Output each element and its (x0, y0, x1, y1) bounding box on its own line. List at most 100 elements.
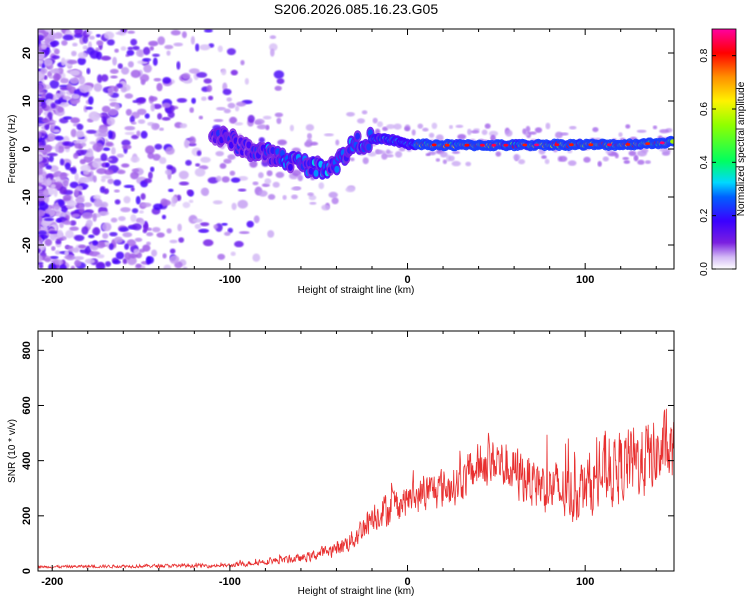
spectrogram-noise-blob (114, 103, 121, 111)
spectrogram-noise-blob (151, 249, 158, 257)
spectrogram-halo-blob (618, 132, 623, 138)
spectrogram-noise-blob (146, 232, 154, 237)
spectrogram-halo-blob (307, 192, 314, 197)
colorbar-tick-label: 0.0 (699, 262, 710, 276)
spectrogram-noise-blob (57, 106, 64, 113)
spectrogram-ytick-label: 10 (21, 95, 33, 107)
spectrogram-noise-blob (96, 241, 106, 249)
spectrogram-noise-blob (100, 153, 108, 162)
spectrogram-noise-blob (93, 83, 103, 92)
spectrogram-noise-blob (100, 55, 112, 61)
spectrogram-noise-blob (139, 219, 145, 226)
spectrogram-noise-blob (70, 117, 80, 124)
spectrogram-peak (659, 141, 665, 145)
spectrogram-ytick-label: -10 (21, 189, 33, 205)
spectrogram-noise-blob (73, 256, 85, 261)
spectrogram-halo-blob (291, 187, 300, 191)
spectrogram-noise-blob (178, 181, 190, 186)
spectrogram-noise-blob (130, 69, 141, 78)
spectrogram-halo-blob (307, 133, 312, 140)
spectrogram-noise-blob (77, 57, 86, 66)
spectrogram-noise-blob (54, 48, 60, 55)
spectrogram-noise-blob (105, 162, 110, 168)
spectrogram-noise-blob (100, 201, 109, 208)
spectrogram-noise-blob (99, 186, 106, 193)
snr-ylabel: SNR (10 * v/v) (7, 419, 18, 483)
chart-title: S206.2026.085.16.23.G05 (274, 1, 438, 17)
colorbar-tick-label: 0.4 (699, 155, 710, 169)
spectrogram-noise-blob (77, 52, 88, 59)
spectrogram-noise-blob (130, 214, 137, 223)
spectrogram-noise-blob (117, 63, 123, 69)
spectrogram-noise-blob (173, 42, 183, 47)
spectrogram-halo-blob (605, 149, 612, 154)
spectrogram-ytick-label: 20 (21, 47, 33, 59)
spectrogram-noise-blob (60, 78, 69, 84)
spectrogram-halo-blob (425, 153, 431, 157)
spectrogram-noise-blob (38, 202, 49, 211)
spectrogram-noise-blob (200, 187, 209, 196)
spectrogram-noise-blob (96, 254, 105, 259)
spectrogram-noise-blob (169, 239, 178, 244)
spectrogram-noise-blob (127, 46, 134, 51)
spectrogram-noise-blob (252, 181, 259, 186)
spectrogram-noise-blob (113, 189, 120, 193)
spectrogram-noise-blob (38, 230, 47, 236)
spectrogram-noise-blob (45, 92, 54, 101)
spectrogram-noise-blob (184, 139, 190, 149)
spectrogram-noise-blob (237, 176, 249, 181)
spectrogram-noise-blob (127, 61, 134, 68)
spectrogram-halo-blob (455, 124, 464, 128)
spectrogram-noise-blob (78, 177, 88, 184)
spectrogram-noise-blob (181, 31, 187, 39)
spectrogram-halo-blob (544, 158, 550, 165)
spectrogram-noise-blob (157, 113, 163, 120)
spectrogram-noise-blob (88, 96, 94, 105)
spectrogram-noise-blob (101, 175, 112, 179)
spectrogram-noise-blob (213, 224, 219, 230)
spectrogram-halo-blob (636, 129, 647, 133)
spectrogram-noise-blob (41, 119, 50, 123)
spectrogram-noise-blob (103, 31, 115, 40)
spectrogram-noise-blob (109, 98, 117, 102)
spectrogram-noise-blob (132, 223, 142, 231)
spectrogram-halo-blob (448, 155, 455, 162)
spectrogram-noise-blob (140, 193, 146, 200)
spectrogram-peak (554, 143, 560, 147)
spectrogram-halo-blob (256, 124, 267, 130)
spectrogram-noise-blob (40, 44, 47, 50)
spectrogram-noise-blob (88, 35, 95, 40)
spectrogram-noise-blob (152, 153, 161, 161)
spectrogram-noise-blob (63, 116, 73, 120)
spectrogram-noise-blob (231, 202, 237, 211)
spectrogram-noise-blob (107, 178, 114, 185)
spectrogram-noise-blob (62, 179, 69, 187)
spectrogram-noise-blob (115, 251, 125, 260)
spectrogram-halo-blob (622, 156, 629, 161)
spectrogram-noise-blob (124, 252, 131, 260)
spectrogram-noise-blob (102, 232, 109, 239)
spectrogram-noise-blob (188, 68, 200, 74)
spectrogram-noise-blob (40, 101, 47, 109)
spectrogram-halo-blob (467, 128, 472, 136)
spectrogram-halo-blob (305, 124, 315, 131)
spectrogram-noise-blob (78, 203, 85, 210)
spectrogram-noise-blob (126, 49, 135, 56)
spectrogram-noise-blob (114, 236, 123, 244)
spectrogram-noise-blob (38, 264, 44, 269)
spectrogram-noise-blob (192, 218, 203, 223)
spectrogram-noise-blob (146, 241, 151, 246)
spectrogram-noise-blob (118, 226, 130, 232)
spectrogram-noise-blob (168, 188, 174, 193)
spectrogram-noise-blob (115, 31, 124, 35)
spectrogram-halo-blob (382, 126, 389, 131)
spectrogram-noise-blob (267, 230, 275, 238)
spectrogram-noise-blob (112, 56, 117, 66)
spectrogram-noise-blob (121, 144, 132, 150)
spectrogram-noise-blob (54, 202, 60, 211)
spectrogram-noise-blob (96, 40, 104, 46)
spectrogram-noise-blob (230, 177, 241, 183)
spectrogram-noise-blob (159, 127, 164, 131)
spectrogram-noise-blob (62, 34, 74, 41)
